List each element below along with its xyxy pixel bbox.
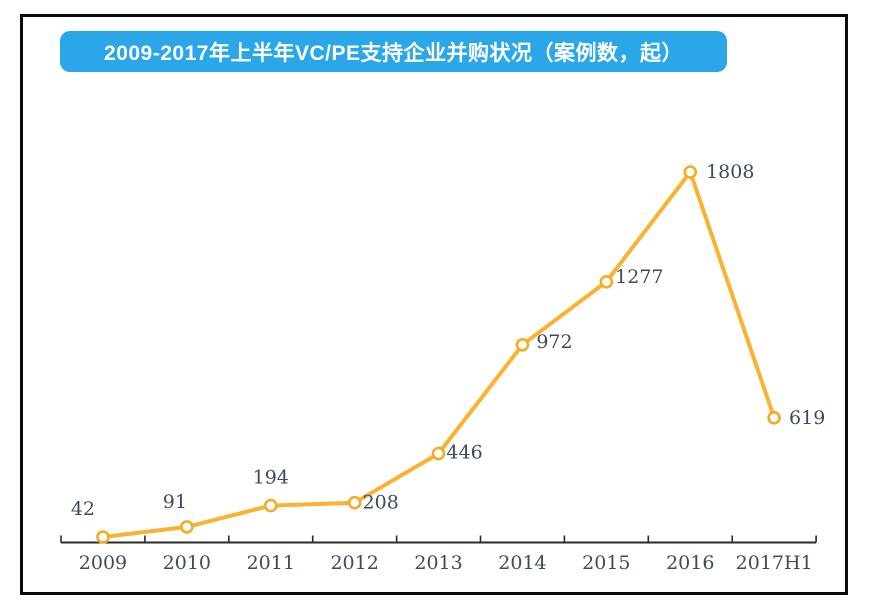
data-point-label-2010: 91 [163,491,187,513]
data-point-marker-2013 [431,446,446,461]
data-point-label-2009: 42 [71,498,95,520]
data-point-marker-2014 [515,338,530,352]
data-point-label-2016: 1808 [706,161,754,183]
x-axis-label-2012: 2012 [330,552,378,574]
data-point-marker-2009 [96,530,110,544]
data-point-label-2015: 1277 [615,266,663,288]
x-axis-label-2013: 2013 [414,552,462,574]
data-point-marker-2011 [263,498,278,513]
data-point-marker-2017H1 [767,410,781,425]
x-axis-label-2009: 2009 [79,552,127,574]
chart-title-banner: 2009-2017年上半年VC/PE支持企业并购状况（案例数，起） [60,31,727,72]
data-point-label-2012: 208 [363,492,399,514]
x-axis-label-2015: 2015 [582,552,630,574]
data-point-marker-2010 [180,520,194,534]
data-line [100,170,777,540]
x-axis-label-2010: 2010 [163,552,211,574]
chart-title: 2009-2017年上半年VC/PE支持企业并购状况（案例数，起） [104,41,683,65]
chart-frame [20,14,848,595]
data-point-label-2017H1: 619 [789,407,825,429]
x-axis-label-2011: 2011 [247,552,295,574]
data-point-marker-2015 [599,274,614,289]
x-axis-label-2016: 2016 [666,552,714,574]
data-point-label-2014: 972 [536,331,572,353]
data-point-label-2011: 194 [253,467,289,489]
data-point-marker-2016 [683,165,698,179]
data-point-marker-2012 [347,495,362,510]
x-axis-label-2017H1: 2017H1 [736,552,813,574]
data-point-label-2013: 446 [446,442,482,464]
x-axis-label-2014: 2014 [498,552,546,574]
